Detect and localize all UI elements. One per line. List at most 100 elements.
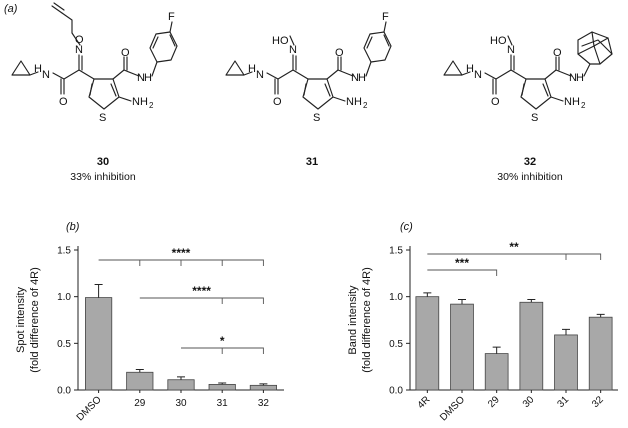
- chart-c: (c) 0.0 0.5 1.0 1.5 Band intensity (fold diff…: [347, 221, 618, 423]
- svg-text:H: H: [248, 63, 256, 75]
- panel-a-structures: F N O H N O O N H S NH 2 30 33% inhibiti…: [4, 2, 613, 183]
- svg-text:2: 2: [581, 101, 586, 110]
- compound-31-id: 31: [306, 156, 318, 168]
- axis-lines: [409, 246, 618, 391]
- svg-text:O: O: [491, 96, 500, 108]
- x-tick-label: DMSO: [438, 394, 467, 423]
- svg-text:NH: NH: [346, 96, 362, 108]
- error-bar: [177, 376, 185, 380]
- compound-31-structure: F N HO H N O O N H S NH 2: [225, 11, 392, 124]
- svg-text:H: H: [34, 63, 42, 75]
- svg-text:O: O: [273, 96, 282, 108]
- compound-30-inhibition: 33% inhibition: [70, 171, 136, 183]
- significance-bracket: [427, 253, 602, 260]
- bar: [588, 316, 613, 391]
- x-tick-label: DMSO: [75, 394, 104, 423]
- y-tick-label: 0.0: [389, 386, 403, 397]
- svg-text:N: N: [137, 72, 145, 84]
- panel-c-label: (c): [400, 221, 413, 233]
- bar: [415, 296, 440, 391]
- panel-b-label: (b): [66, 221, 80, 233]
- error-bar: [492, 346, 501, 354]
- significance-bracket: [98, 259, 264, 266]
- bar: [208, 383, 236, 391]
- x-tick-label: 4R: [416, 394, 433, 411]
- svg-text:N: N: [569, 72, 577, 84]
- y-tick-label: 0.5: [57, 339, 71, 350]
- x-tick-label: 32: [590, 394, 606, 410]
- y-axis-label: Spot intensity: [15, 286, 27, 353]
- svg-text:N: N: [42, 69, 50, 81]
- y-tick-label: 1.0: [389, 292, 403, 303]
- svg-text:N: N: [474, 69, 482, 81]
- error-bar: [562, 328, 570, 335]
- compound-30-id: 30: [97, 156, 109, 168]
- significance-bracket: [139, 297, 264, 304]
- svg-text:O: O: [121, 47, 130, 59]
- compound-32-id: 32: [524, 156, 536, 168]
- svg-text:N: N: [351, 72, 359, 84]
- svg-text:NH: NH: [564, 96, 580, 108]
- bar: [519, 301, 544, 391]
- error-bar: [135, 368, 144, 373]
- oxime-n-atom: N: [75, 44, 83, 56]
- bar: [554, 334, 578, 391]
- y-axis-label-2: (fold difference of 4R): [361, 267, 373, 373]
- y-axis-label-2: (fold difference of 4R): [29, 267, 41, 373]
- error-bar: [527, 298, 536, 303]
- x-tick-label: 31: [555, 394, 571, 410]
- svg-text:S: S: [313, 112, 320, 124]
- svg-text:H: H: [358, 72, 366, 84]
- error-bar: [259, 383, 268, 386]
- bar: [85, 297, 113, 391]
- svg-text:O: O: [59, 96, 68, 108]
- bar: [450, 303, 474, 391]
- significance-label: ****: [172, 246, 191, 260]
- x-tick-label: 29: [486, 394, 502, 410]
- significance-label: ***: [455, 256, 469, 270]
- significance-bracket: [181, 347, 264, 354]
- bar: [167, 379, 195, 391]
- svg-text:H: H: [576, 72, 584, 84]
- x-tick-label: 29: [134, 398, 146, 409]
- chart-b: (b) 0.0 0.5 1.0 1.5 Spot intensity (fold diff…: [15, 221, 284, 423]
- svg-text:S: S: [99, 112, 106, 124]
- y-axis-label: Band intensity: [347, 285, 359, 355]
- svg-text:N: N: [256, 69, 264, 81]
- svg-text:HO: HO: [272, 35, 289, 47]
- svg-text:2: 2: [149, 101, 154, 110]
- svg-text:H: H: [466, 63, 474, 75]
- x-tick-label: 31: [217, 398, 229, 409]
- y-tick-label: 1.0: [57, 292, 71, 303]
- compound-32-structure: N HO H N O O N H S NH 2: [443, 31, 613, 124]
- svg-text:S: S: [531, 112, 538, 124]
- error-bar: [596, 313, 605, 318]
- svg-text:NH: NH: [132, 96, 148, 108]
- ether-o-atom: O: [75, 34, 84, 46]
- panel-a-label: (a): [4, 3, 18, 15]
- svg-text:O: O: [335, 47, 344, 59]
- y-tick-label: 0.0: [57, 386, 71, 397]
- significance-label: ****: [192, 284, 211, 298]
- svg-text:HO: HO: [490, 35, 507, 47]
- fluorine-atom: F: [168, 11, 175, 23]
- bar: [484, 353, 509, 391]
- compound-32-inhibition: 30% inhibition: [497, 171, 563, 183]
- svg-text:N: N: [507, 44, 515, 56]
- svg-text:O: O: [553, 47, 562, 59]
- error-bar: [423, 292, 432, 297]
- significance-bracket: [427, 269, 498, 276]
- bar: [249, 384, 277, 391]
- svg-text:N: N: [289, 44, 297, 56]
- svg-text:H: H: [144, 72, 152, 84]
- significance-label: **: [509, 240, 519, 254]
- svg-text:2: 2: [363, 101, 368, 110]
- significance-label: *: [220, 334, 225, 348]
- compound-30-structure: F N O H N O O N H S NH 2: [11, 2, 178, 124]
- bar: [126, 371, 154, 391]
- y-tick-label: 1.5: [389, 246, 403, 257]
- error-bar: [218, 382, 227, 385]
- x-tick-label: 30: [175, 398, 187, 409]
- x-tick-label: 32: [258, 398, 270, 409]
- y-tick-label: 1.5: [57, 246, 71, 257]
